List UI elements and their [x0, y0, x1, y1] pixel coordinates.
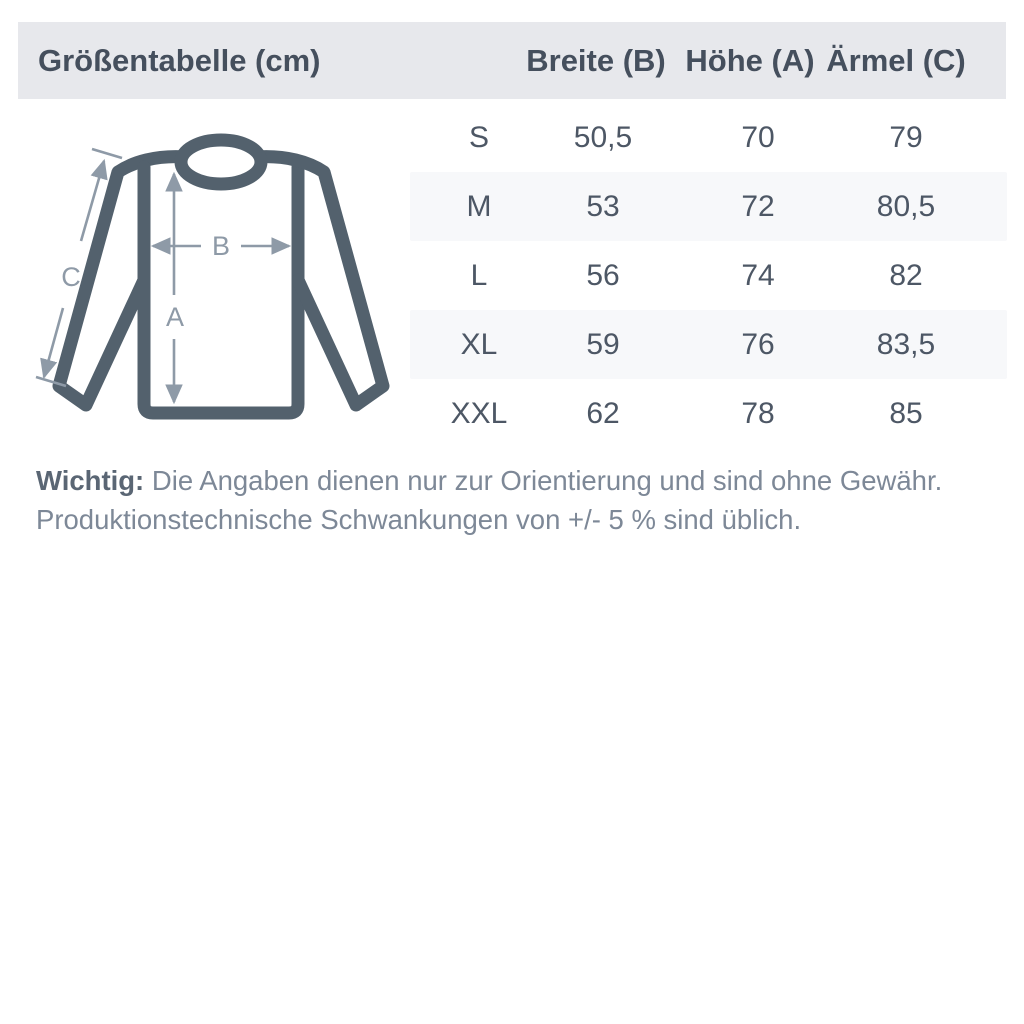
disclaimer-note: Wichtig: Die Angaben dienen nur zur Orie…	[36, 461, 996, 539]
table-row-xl: XL 59 76 83,5	[0, 310, 1024, 379]
size-cell: XL	[460, 328, 498, 361]
label-b: B	[212, 231, 230, 261]
tick-c-bottom	[35, 375, 67, 388]
sweater-measure-diagram: B A C	[20, 105, 420, 450]
arrow-c-bottom	[40, 307, 65, 380]
hoehe-cell: 76	[741, 328, 775, 361]
hoehe-cell: 70	[741, 121, 775, 154]
size-table: S 50,5 70 79 M 53 72 80,5 L 56 74 82 XL …	[0, 103, 1024, 448]
left-sleeve-path	[52, 150, 193, 412]
breite-cell: 62	[586, 397, 620, 430]
aermel-cell: 82	[889, 259, 923, 292]
note-prefix: Wichtig:	[36, 465, 145, 496]
size-cell: M	[466, 190, 492, 223]
column-header-hoehe: Höhe (A)	[685, 42, 815, 78]
row-stripe	[410, 172, 1007, 241]
measure-arrows	[35, 147, 292, 405]
breite-cell: 56	[586, 259, 620, 292]
tick-c-top	[91, 147, 123, 160]
table-row-xxl: XXL 62 78 85	[0, 379, 1024, 448]
breite-cell: 53	[586, 190, 620, 223]
table-header-bar: Größentabelle (cm) Breite (B) Höhe (A) Ä…	[18, 22, 1006, 99]
size-cell: L	[470, 259, 488, 292]
hoehe-cell: 72	[741, 190, 775, 223]
column-header-breite: Breite (B)	[526, 42, 666, 78]
aermel-cell: 85	[889, 397, 923, 430]
hoehe-cell: 78	[741, 397, 775, 430]
breite-cell: 50,5	[573, 121, 633, 154]
table-row-m: M 53 72 80,5	[0, 172, 1024, 241]
size-cell: S	[468, 121, 490, 154]
hoehe-cell: 74	[741, 259, 775, 292]
sweater-outline	[52, 133, 390, 420]
label-a: A	[166, 302, 184, 332]
arrow-c-top	[79, 158, 108, 242]
table-row-s: S 50,5 70 79	[0, 103, 1024, 172]
right-sleeve-path	[249, 150, 390, 412]
table-row-l: L 56 74 82	[0, 241, 1024, 310]
note-line2: Produktionstechnische Schwankungen von +…	[36, 504, 802, 535]
size-cell: XXL	[450, 397, 508, 430]
collar-ellipse	[174, 133, 268, 191]
aermel-cell: 80,5	[876, 190, 936, 223]
breite-cell: 59	[586, 328, 620, 361]
page-title: Größentabelle (cm)	[38, 42, 321, 78]
body-path	[137, 160, 305, 420]
row-stripe	[410, 310, 1007, 379]
label-c: C	[61, 262, 81, 292]
aermel-cell: 79	[889, 121, 923, 154]
column-header-aermel: Ärmel (C)	[826, 42, 966, 78]
aermel-cell: 83,5	[876, 328, 936, 361]
note-line1: Die Angaben dienen nur zur Orientierung …	[151, 465, 943, 496]
sweater-diagram-svg: B A C	[35, 133, 390, 420]
